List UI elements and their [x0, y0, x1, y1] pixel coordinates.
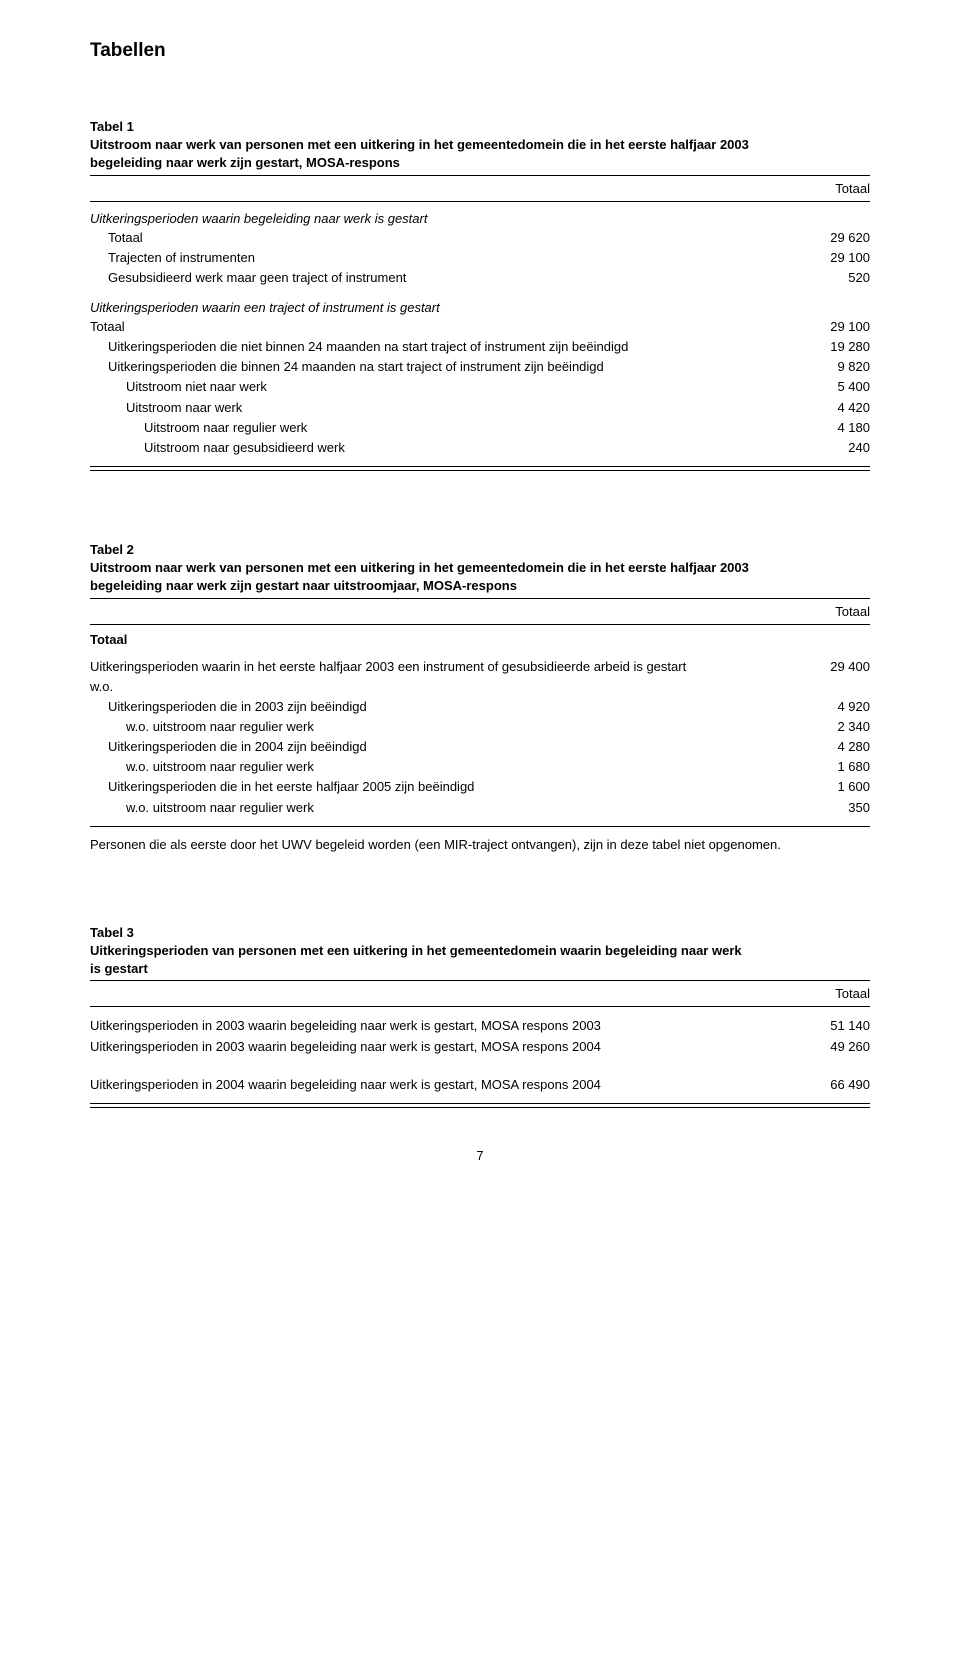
rule: [90, 980, 870, 981]
row-label: Uitstroom naar werk: [90, 398, 800, 418]
row-value: 51 140: [800, 1016, 870, 1036]
row-value: 4 420: [800, 398, 870, 418]
table-2-note: Personen die als eerste door het UWV beg…: [90, 830, 870, 854]
table-1-label: Tabel 1: [90, 119, 134, 134]
table-row: w.o. uitstroom naar regulier werk2 340: [90, 717, 870, 737]
row-label: Uitstroom niet naar werk: [90, 377, 800, 397]
rule: [90, 598, 870, 599]
table-row: Uitstroom niet naar werk5 400: [90, 377, 870, 397]
table-2-header: Tabel 2 Uitstroom naar werk van personen…: [90, 541, 870, 596]
table-2-totaal-header: Totaal: [90, 602, 870, 622]
row-label: Totaal: [90, 317, 800, 337]
row-label: Uitkeringsperioden die in het eerste hal…: [90, 777, 800, 797]
row-label: Uitkeringsperioden waarin in het eerste …: [90, 657, 800, 677]
row-value: 5 400: [800, 377, 870, 397]
page-number: 7: [90, 1148, 870, 1163]
rule: [90, 624, 870, 625]
table-1-header: Tabel 1 Uitstroom naar werk van personen…: [90, 118, 870, 173]
row-label: Uitkeringsperioden in 2003 waarin begele…: [90, 1016, 800, 1036]
table-row: Uitkeringsperioden die binnen 24 maanden…: [90, 357, 870, 377]
row-value: 1 680: [800, 757, 870, 777]
rule: [90, 826, 870, 827]
row-value: [800, 677, 870, 697]
table-row: Uitkeringsperioden in 2003 waarin begele…: [90, 1016, 870, 1036]
table-row: w.o. uitstroom naar regulier werk350: [90, 798, 870, 818]
table-row: Uitstroom naar gesubsidieerd werk240: [90, 438, 870, 458]
table-1-title-line1: Uitstroom naar werk van personen met een…: [90, 137, 749, 152]
table-row: Uitkeringsperioden die in 2003 zijn beëi…: [90, 697, 870, 717]
table-2-label: Tabel 2: [90, 542, 134, 557]
table-3-totaal-header: Totaal: [90, 984, 870, 1004]
table-row: Totaal29 620: [90, 228, 870, 248]
table-row: Trajecten of instrumenten29 100: [90, 248, 870, 268]
row-value: 1 600: [800, 777, 870, 797]
row-label: w.o. uitstroom naar regulier werk: [90, 717, 800, 737]
rule: [90, 470, 870, 471]
row-label: Uitkeringsperioden die niet binnen 24 ma…: [90, 337, 800, 357]
table-row: Uitkeringsperioden waarin in het eerste …: [90, 657, 870, 677]
rule: [90, 1107, 870, 1108]
row-label: Uitkeringsperioden die in 2004 zijn beëi…: [90, 737, 800, 757]
row-label: Uitstroom naar regulier werk: [90, 418, 800, 438]
table-row: Uitstroom naar werk4 420: [90, 398, 870, 418]
row-value: 19 280: [800, 337, 870, 357]
table-1-section2-heading: Uitkeringsperioden waarin een traject of…: [90, 294, 870, 317]
row-value: 350: [800, 798, 870, 818]
row-value: 66 490: [800, 1075, 870, 1095]
row-value: 4 180: [800, 418, 870, 438]
row-label: Uitkeringsperioden in 2003 waarin begele…: [90, 1037, 800, 1057]
table-2-title-line2: begeleiding naar werk zijn gestart naar …: [90, 577, 870, 595]
row-label: Uitstroom naar gesubsidieerd werk: [90, 438, 800, 458]
table-1-totaal-header: Totaal: [90, 179, 870, 199]
table-row: w.o. uitstroom naar regulier werk1 680: [90, 757, 870, 777]
table-2-title-line1: Uitstroom naar werk van personen met een…: [90, 560, 749, 575]
row-label: Gesubsidieerd werk maar geen traject of …: [90, 268, 800, 288]
row-value: 49 260: [800, 1037, 870, 1057]
table-row: Gesubsidieerd werk maar geen traject of …: [90, 268, 870, 288]
row-value: 240: [800, 438, 870, 458]
row-label: w.o. uitstroom naar regulier werk: [90, 757, 800, 777]
page-title: Tabellen: [90, 40, 870, 62]
row-value: 29 620: [800, 228, 870, 248]
table-row: Uitkeringsperioden in 2003 waarin begele…: [90, 1037, 870, 1057]
row-label: w.o. uitstroom naar regulier werk: [90, 798, 800, 818]
table-1-section1-heading: Uitkeringsperioden waarin begeleiding na…: [90, 205, 870, 228]
row-label: w.o.: [90, 677, 800, 697]
table-3-label: Tabel 3: [90, 925, 134, 940]
table-row: w.o.: [90, 677, 870, 697]
rule: [90, 175, 870, 176]
row-label: Uitkeringsperioden in 2004 waarin begele…: [90, 1075, 800, 1095]
rule: [90, 201, 870, 202]
table-row: Uitkeringsperioden die in het eerste hal…: [90, 777, 870, 797]
row-label: Uitkeringsperioden die in 2003 zijn beëi…: [90, 697, 800, 717]
row-label: Uitkeringsperioden die binnen 24 maanden…: [90, 357, 800, 377]
table-3: Tabel 3 Uitkeringsperioden van personen …: [90, 924, 870, 1108]
table-row: Uitkeringsperioden die in 2004 zijn beëi…: [90, 737, 870, 757]
row-value: 29 100: [800, 317, 870, 337]
table-row: Totaal29 100: [90, 317, 870, 337]
rule: [90, 1103, 870, 1104]
row-value: 2 340: [800, 717, 870, 737]
row-value: 29 400: [800, 657, 870, 677]
table-3-header: Tabel 3 Uitkeringsperioden van personen …: [90, 924, 870, 979]
rule: [90, 1006, 870, 1007]
table-3-title-line1: Uitkeringsperioden van personen met een …: [90, 943, 742, 958]
row-label: Trajecten of instrumenten: [90, 248, 800, 268]
table-3-title-line2: is gestart: [90, 960, 870, 978]
row-value: 520: [800, 268, 870, 288]
row-value: 9 820: [800, 357, 870, 377]
table-1: Tabel 1 Uitstroom naar werk van personen…: [90, 118, 870, 471]
table-row: Uitkeringsperioden die niet binnen 24 ma…: [90, 337, 870, 357]
table-2: Tabel 2 Uitstroom naar werk van personen…: [90, 541, 870, 854]
table-row: Uitstroom naar regulier werk4 180: [90, 418, 870, 438]
table-row: Uitkeringsperioden in 2004 waarin begele…: [90, 1075, 870, 1095]
table-1-title-line2: begeleiding naar werk zijn gestart, MOSA…: [90, 154, 870, 172]
row-value: 4 280: [800, 737, 870, 757]
rule: [90, 466, 870, 467]
row-value: 4 920: [800, 697, 870, 717]
table-2-totaal-left: Totaal: [90, 628, 870, 651]
row-value: 29 100: [800, 248, 870, 268]
row-label: Totaal: [90, 228, 800, 248]
